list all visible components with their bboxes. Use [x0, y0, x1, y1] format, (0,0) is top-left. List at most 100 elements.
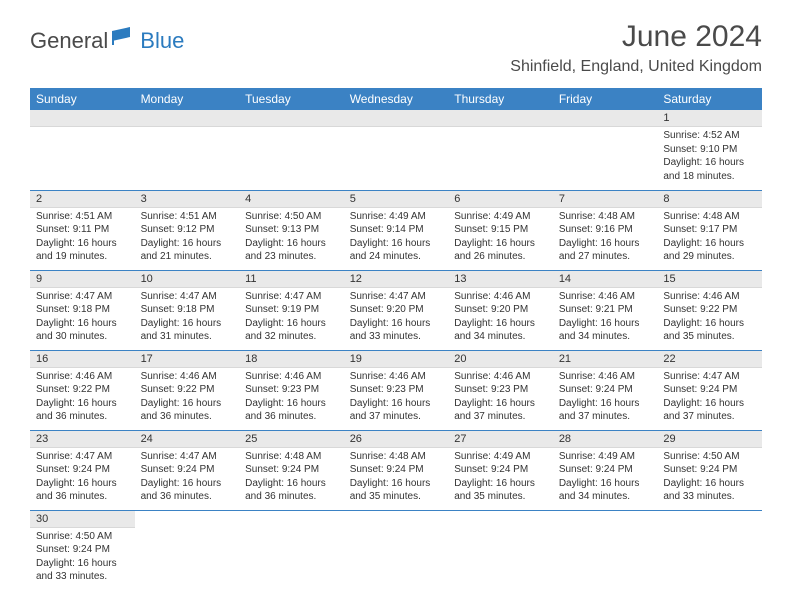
calendar-cell — [344, 510, 449, 590]
calendar-cell: 2Sunrise: 4:51 AMSunset: 9:11 PMDaylight… — [30, 190, 135, 270]
day-detail-line: Sunset: 9:20 PM — [454, 303, 547, 317]
day-detail-line: Sunrise: 4:47 AM — [36, 450, 129, 464]
day-detail-line: Sunrise: 4:46 AM — [454, 290, 547, 304]
day-detail-line: Sunrise: 4:48 AM — [245, 450, 338, 464]
calendar-cell: 14Sunrise: 4:46 AMSunset: 9:21 PMDayligh… — [553, 270, 658, 350]
day-detail-line: and 36 minutes. — [141, 410, 234, 424]
day-detail: Sunrise: 4:47 AMSunset: 9:19 PMDaylight:… — [239, 288, 344, 348]
day-number-bar — [448, 110, 553, 127]
day-detail-line: Sunset: 9:23 PM — [454, 383, 547, 397]
day-detail: Sunrise: 4:49 AMSunset: 9:14 PMDaylight:… — [344, 208, 449, 268]
day-detail-line: Sunset: 9:19 PM — [245, 303, 338, 317]
day-detail-line: Daylight: 16 hours — [245, 397, 338, 411]
day-detail: Sunrise: 4:46 AMSunset: 9:23 PMDaylight:… — [344, 368, 449, 428]
day-detail-line: Sunrise: 4:46 AM — [663, 290, 756, 304]
day-detail-line: Sunrise: 4:52 AM — [663, 129, 756, 143]
day-detail-line: Daylight: 16 hours — [350, 317, 443, 331]
calendar-cell: 10Sunrise: 4:47 AMSunset: 9:18 PMDayligh… — [135, 270, 240, 350]
day-detail: Sunrise: 4:51 AMSunset: 9:12 PMDaylight:… — [135, 208, 240, 268]
day-detail-line: Sunset: 9:24 PM — [454, 463, 547, 477]
day-detail-line: Sunrise: 4:47 AM — [141, 450, 234, 464]
day-detail-line: and 27 minutes. — [559, 250, 652, 264]
calendar-cell: 9Sunrise: 4:47 AMSunset: 9:18 PMDaylight… — [30, 270, 135, 350]
day-number: 25 — [239, 431, 344, 448]
day-number-bar — [344, 110, 449, 127]
day-detail-line: and 36 minutes. — [36, 410, 129, 424]
day-detail: Sunrise: 4:48 AMSunset: 9:16 PMDaylight:… — [553, 208, 658, 268]
calendar-cell: 20Sunrise: 4:46 AMSunset: 9:23 PMDayligh… — [448, 350, 553, 430]
day-detail-line: Daylight: 16 hours — [350, 397, 443, 411]
day-detail-line: Sunset: 9:21 PM — [559, 303, 652, 317]
day-detail-line: Daylight: 16 hours — [663, 397, 756, 411]
calendar-cell: 25Sunrise: 4:48 AMSunset: 9:24 PMDayligh… — [239, 430, 344, 510]
day-detail-line: Sunrise: 4:46 AM — [559, 290, 652, 304]
calendar-cell — [135, 510, 240, 590]
day-number: 17 — [135, 351, 240, 368]
calendar-cell: 30Sunrise: 4:50 AMSunset: 9:24 PMDayligh… — [30, 510, 135, 590]
day-detail-line: and 33 minutes. — [36, 570, 129, 584]
calendar-week-row: 2Sunrise: 4:51 AMSunset: 9:11 PMDaylight… — [30, 190, 762, 270]
day-detail-line: and 30 minutes. — [36, 330, 129, 344]
day-detail-line: Sunset: 9:24 PM — [36, 463, 129, 477]
title-block: June 2024 Shinfield, England, United Kin… — [510, 20, 762, 76]
calendar-cell — [239, 110, 344, 190]
day-detail: Sunrise: 4:49 AMSunset: 9:24 PMDaylight:… — [448, 448, 553, 508]
day-detail-line: Daylight: 16 hours — [454, 397, 547, 411]
day-detail-line: Sunset: 9:17 PM — [663, 223, 756, 237]
page-header: General Blue June 2024 Shinfield, Englan… — [30, 20, 762, 76]
calendar-cell: 5Sunrise: 4:49 AMSunset: 9:14 PMDaylight… — [344, 190, 449, 270]
day-detail-line: and 26 minutes. — [454, 250, 547, 264]
day-detail-line: and 19 minutes. — [36, 250, 129, 264]
day-number-bar — [30, 110, 135, 127]
day-detail-line: Daylight: 16 hours — [141, 477, 234, 491]
day-number: 18 — [239, 351, 344, 368]
day-detail-line: Sunrise: 4:50 AM — [36, 530, 129, 544]
day-detail: Sunrise: 4:49 AMSunset: 9:15 PMDaylight:… — [448, 208, 553, 268]
day-detail: Sunrise: 4:46 AMSunset: 9:22 PMDaylight:… — [30, 368, 135, 428]
day-detail: Sunrise: 4:47 AMSunset: 9:18 PMDaylight:… — [135, 288, 240, 348]
day-number: 19 — [344, 351, 449, 368]
calendar-cell: 27Sunrise: 4:49 AMSunset: 9:24 PMDayligh… — [448, 430, 553, 510]
day-detail-line: Daylight: 16 hours — [663, 237, 756, 251]
day-detail-line: Sunrise: 4:51 AM — [141, 210, 234, 224]
day-number: 14 — [553, 271, 658, 288]
day-detail-line: Daylight: 16 hours — [350, 477, 443, 491]
day-detail-line: Sunrise: 4:46 AM — [245, 370, 338, 384]
calendar-cell: 1Sunrise: 4:52 AMSunset: 9:10 PMDaylight… — [657, 110, 762, 190]
day-detail-line: Sunrise: 4:50 AM — [245, 210, 338, 224]
day-detail-line: Daylight: 16 hours — [245, 477, 338, 491]
day-number: 26 — [344, 431, 449, 448]
day-detail: Sunrise: 4:49 AMSunset: 9:24 PMDaylight:… — [553, 448, 658, 508]
day-detail: Sunrise: 4:50 AMSunset: 9:24 PMDaylight:… — [657, 448, 762, 508]
day-number: 23 — [30, 431, 135, 448]
day-number: 13 — [448, 271, 553, 288]
day-detail-line: Daylight: 16 hours — [36, 237, 129, 251]
day-detail: Sunrise: 4:48 AMSunset: 9:24 PMDaylight:… — [239, 448, 344, 508]
day-detail: Sunrise: 4:47 AMSunset: 9:18 PMDaylight:… — [30, 288, 135, 348]
day-detail: Sunrise: 4:46 AMSunset: 9:23 PMDaylight:… — [448, 368, 553, 428]
day-number: 9 — [30, 271, 135, 288]
calendar-cell: 8Sunrise: 4:48 AMSunset: 9:17 PMDaylight… — [657, 190, 762, 270]
day-detail-line: and 34 minutes. — [559, 330, 652, 344]
day-detail-line: Sunset: 9:13 PM — [245, 223, 338, 237]
calendar-cell — [553, 110, 658, 190]
day-detail-line: Sunset: 9:12 PM — [141, 223, 234, 237]
calendar-cell: 23Sunrise: 4:47 AMSunset: 9:24 PMDayligh… — [30, 430, 135, 510]
calendar-cell — [135, 110, 240, 190]
calendar-cell: 22Sunrise: 4:47 AMSunset: 9:24 PMDayligh… — [657, 350, 762, 430]
logo-flag-icon — [112, 27, 138, 50]
day-number: 2 — [30, 191, 135, 208]
calendar-cell — [239, 510, 344, 590]
day-detail: Sunrise: 4:47 AMSunset: 9:24 PMDaylight:… — [657, 368, 762, 428]
day-detail: Sunrise: 4:46 AMSunset: 9:24 PMDaylight:… — [553, 368, 658, 428]
calendar-cell: 15Sunrise: 4:46 AMSunset: 9:22 PMDayligh… — [657, 270, 762, 350]
calendar-cell: 13Sunrise: 4:46 AMSunset: 9:20 PMDayligh… — [448, 270, 553, 350]
day-number: 1 — [657, 110, 762, 127]
day-detail-line: Daylight: 16 hours — [454, 477, 547, 491]
day-detail-line: Sunrise: 4:48 AM — [350, 450, 443, 464]
day-detail-line: Sunrise: 4:47 AM — [350, 290, 443, 304]
day-detail-line: Daylight: 16 hours — [663, 477, 756, 491]
day-detail: Sunrise: 4:46 AMSunset: 9:20 PMDaylight:… — [448, 288, 553, 348]
calendar-week-row: 1Sunrise: 4:52 AMSunset: 9:10 PMDaylight… — [30, 110, 762, 190]
day-number: 5 — [344, 191, 449, 208]
